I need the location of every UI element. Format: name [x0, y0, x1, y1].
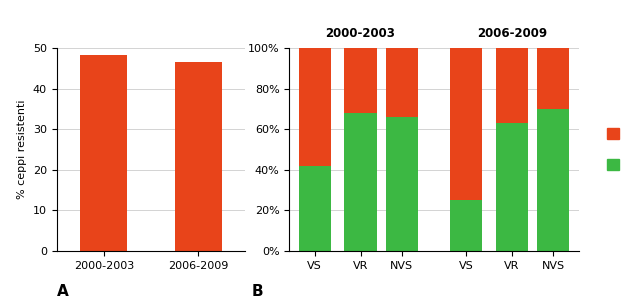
- Text: 2000-2003: 2000-2003: [326, 27, 396, 40]
- Legend: R, S: R, S: [607, 128, 629, 171]
- Bar: [537, 109, 569, 251]
- Text: 2006-2009: 2006-2009: [477, 27, 547, 40]
- Bar: [450, 48, 482, 200]
- Bar: [450, 200, 482, 251]
- Bar: [386, 117, 418, 251]
- Bar: [537, 48, 569, 109]
- Bar: [345, 113, 377, 251]
- Bar: [386, 48, 418, 117]
- Bar: [345, 48, 377, 113]
- Text: B: B: [252, 284, 264, 299]
- Y-axis label: % ceppi resistenti: % ceppi resistenti: [17, 100, 27, 199]
- Bar: [299, 166, 331, 251]
- Bar: [299, 48, 331, 166]
- Text: A: A: [57, 284, 69, 299]
- Bar: [496, 48, 528, 123]
- Bar: [174, 62, 221, 251]
- Bar: [81, 55, 127, 251]
- Bar: [496, 123, 528, 251]
